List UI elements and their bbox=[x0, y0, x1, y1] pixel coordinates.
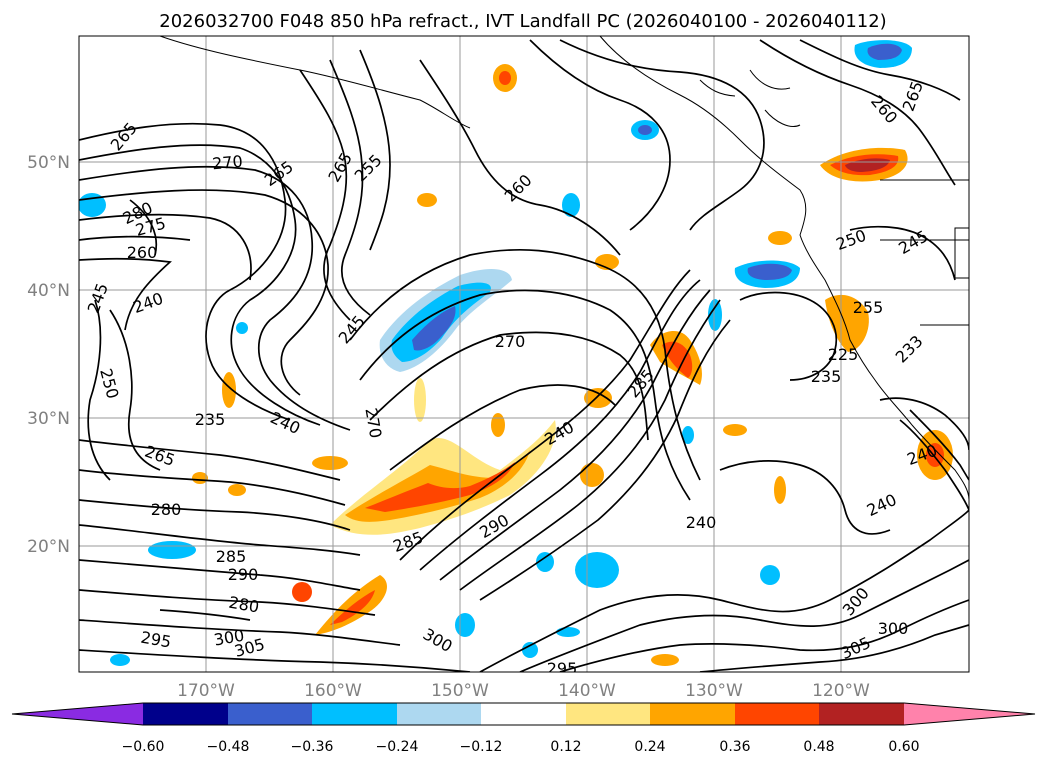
colorbar-tick-label: 0.60 bbox=[888, 739, 919, 755]
positive-anomaly-peak bbox=[365, 462, 515, 512]
colorbar-segment bbox=[397, 703, 481, 725]
contour-label: 295 bbox=[547, 659, 578, 678]
colorbar-tick-label: 0.36 bbox=[719, 739, 750, 755]
colorbar-segment bbox=[819, 703, 904, 725]
contour-label: 270 bbox=[495, 332, 526, 351]
contour-label: 255 bbox=[853, 298, 884, 317]
colorbar-tick-label: −0.24 bbox=[376, 739, 419, 755]
contour-label: 225 bbox=[828, 345, 859, 364]
latitude-labels: 50°N 40°N 30°N 20°N bbox=[27, 153, 70, 557]
coastlines bbox=[159, 36, 969, 501]
lon-tick-label: 170°W bbox=[177, 681, 235, 701]
negative-anomaly-ne-core bbox=[867, 43, 902, 60]
colorbar-tick-label: −0.36 bbox=[291, 739, 334, 755]
map-title: 2026032700 F048 850 hPa refract., IVT La… bbox=[159, 11, 886, 32]
colorbar-tick-label: 0.12 bbox=[550, 739, 581, 755]
lon-tick-label: 140°W bbox=[558, 681, 616, 701]
longitude-labels: 170°W 160°W 150°W 140°W 130°W 120°W bbox=[177, 681, 870, 701]
positive-anomaly-mid bbox=[825, 294, 869, 352]
lat-tick-label: 30°N bbox=[27, 409, 70, 429]
contour-label-group: 265 270 265 265 255 260 260 265 245 250 … bbox=[84, 79, 940, 678]
colorbar-tick-label: −0.12 bbox=[460, 739, 503, 755]
negative-anomaly-plume-peak bbox=[412, 306, 456, 351]
contour-label: 260 bbox=[127, 243, 158, 262]
contour-label: 300 bbox=[878, 619, 909, 638]
colorbar-tick-label: 0.48 bbox=[803, 739, 834, 755]
anomaly-shading bbox=[79, 40, 953, 666]
colorbar-segment bbox=[566, 703, 650, 725]
contour-label: 270 bbox=[211, 152, 243, 174]
colorbar-segment bbox=[143, 703, 228, 725]
colorbar-segment bbox=[312, 703, 397, 725]
contour-label: 285 bbox=[216, 547, 247, 566]
lat-tick-label: 40°N bbox=[27, 281, 70, 301]
contour-label: 235 bbox=[811, 367, 842, 386]
colorbar-segment bbox=[735, 703, 819, 725]
colorbar-tick-labels: −0.60 −0.48 −0.36 −0.24 −0.12 0.12 0.24 … bbox=[122, 739, 920, 755]
colorbar-tick-label: 0.24 bbox=[634, 739, 665, 755]
contour-label: 235 bbox=[195, 410, 226, 429]
lon-tick-label: 120°W bbox=[812, 681, 870, 701]
contour-label: 240 bbox=[686, 513, 717, 532]
negative-anomaly-east-core bbox=[747, 263, 792, 280]
colorbar: −0.60 −0.48 −0.36 −0.24 −0.12 0.12 0.24 … bbox=[11, 702, 1036, 755]
colorbar-tick-label: −0.48 bbox=[207, 739, 250, 755]
lat-tick-label: 20°N bbox=[27, 537, 70, 557]
lon-tick-label: 130°W bbox=[685, 681, 743, 701]
contour-lines bbox=[79, 39, 969, 672]
colorbar-segment bbox=[228, 703, 312, 725]
colorbar-segment bbox=[481, 703, 566, 725]
lon-tick-label: 150°W bbox=[431, 681, 489, 701]
lat-tick-label: 50°N bbox=[27, 153, 70, 173]
contour-label: 280 bbox=[151, 500, 182, 519]
map-panel: 265 270 265 265 255 260 260 265 245 250 … bbox=[78, 35, 970, 678]
lon-tick-label: 160°W bbox=[304, 681, 362, 701]
colorbar-extend-low bbox=[12, 703, 143, 725]
positive-anomaly-south-core bbox=[330, 590, 375, 625]
contour-label: 290 bbox=[228, 565, 259, 584]
colorbar-tick-label: −0.60 bbox=[122, 739, 165, 755]
colorbar-segment bbox=[650, 703, 735, 725]
colorbar-extend-high bbox=[904, 703, 1035, 725]
